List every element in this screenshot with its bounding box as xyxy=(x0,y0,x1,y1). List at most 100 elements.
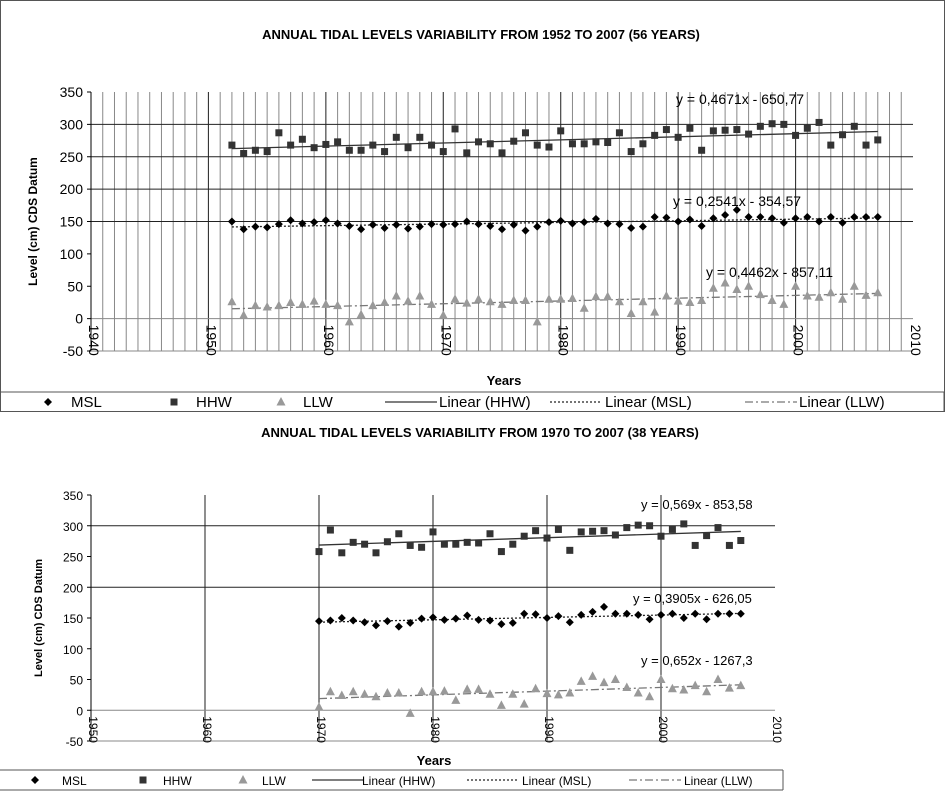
llw-point xyxy=(779,299,789,308)
y-tick-label: 50 xyxy=(67,278,83,294)
llw-point xyxy=(588,671,598,680)
y-tick-label: 0 xyxy=(76,704,83,718)
llw-point xyxy=(371,691,381,701)
x-axis-label: Years xyxy=(487,373,522,388)
legend-label: MSL xyxy=(71,394,102,411)
hhw-point xyxy=(733,126,741,134)
msl-point xyxy=(697,222,706,231)
y-tick-label: 300 xyxy=(63,520,83,534)
msl-point xyxy=(463,611,472,620)
llw-point xyxy=(519,699,529,708)
hhw-point xyxy=(521,129,529,137)
hhw-point xyxy=(406,541,414,549)
hhw-point xyxy=(698,146,706,154)
llw-point xyxy=(873,287,883,297)
legend-marker-msl xyxy=(31,776,39,784)
hhw-point xyxy=(592,138,600,146)
llw-point xyxy=(485,689,495,698)
hhw-point xyxy=(768,120,776,128)
legend-label: Linear (HHW) xyxy=(439,394,531,411)
llw-point xyxy=(520,295,530,304)
msl-point xyxy=(239,225,248,234)
llw-point xyxy=(532,316,542,326)
legend-label: HHW xyxy=(163,774,192,788)
legend-label: Linear (LLW) xyxy=(799,394,885,411)
llw-point xyxy=(661,290,671,300)
x-tick-label: 1980 xyxy=(428,716,442,743)
llw-point xyxy=(462,684,472,693)
y-tick-label: 200 xyxy=(63,581,83,595)
msl-point xyxy=(768,214,777,223)
llw-point xyxy=(438,310,448,319)
x-tick-label: 1970 xyxy=(438,325,454,356)
hhw-point xyxy=(600,527,608,535)
llw-point xyxy=(462,298,472,307)
llw-point xyxy=(405,708,415,717)
hhw-point xyxy=(520,532,528,540)
legend-label: MSL xyxy=(62,774,87,788)
x-tick-label: 1990 xyxy=(542,716,556,743)
llw-point xyxy=(403,296,413,305)
msl-point xyxy=(702,615,711,624)
trend-equation-linearmsl: y = 0,3905x - 626,05 xyxy=(633,591,752,606)
msl-point xyxy=(427,220,436,229)
msl-point xyxy=(372,621,380,630)
msl-point xyxy=(486,616,494,625)
hhw-point xyxy=(674,133,682,141)
hhw-point xyxy=(604,139,612,147)
llw-point xyxy=(591,291,601,301)
llw-point xyxy=(356,309,366,319)
hhw-point xyxy=(263,148,271,156)
y-tick-label: 250 xyxy=(60,149,84,165)
msl-point xyxy=(588,607,597,616)
y-tick-label: 300 xyxy=(60,116,84,132)
msl-point xyxy=(357,225,366,234)
llw-point xyxy=(679,684,689,694)
msl-point xyxy=(486,222,495,231)
legend-label: LLW xyxy=(262,774,286,788)
llw-point xyxy=(861,290,871,299)
hhw-point xyxy=(850,122,858,130)
legend-marker-hhw xyxy=(170,398,178,406)
llw-point xyxy=(333,300,343,310)
hhw-point xyxy=(315,548,323,556)
msl-point xyxy=(394,622,403,631)
hhw-point xyxy=(369,141,377,149)
hhw-point xyxy=(686,124,694,132)
msl-point xyxy=(315,617,323,626)
hhw-point xyxy=(737,537,745,545)
hhw-point xyxy=(709,127,717,135)
msl-point xyxy=(744,212,753,221)
llw-point xyxy=(309,296,319,305)
trend-equation-linearhhw: y = 0,4671x - 650,77 xyxy=(676,91,804,107)
hhw-point xyxy=(451,125,459,133)
msl-point xyxy=(556,216,565,225)
hhw-point xyxy=(627,148,635,156)
llw-point xyxy=(274,300,284,310)
llw-point xyxy=(650,307,660,316)
hhw-point xyxy=(725,541,733,549)
llw-point xyxy=(497,299,507,308)
msl-point xyxy=(725,609,734,618)
hhw-point xyxy=(580,140,588,148)
hhw-point xyxy=(543,534,551,542)
llw-point xyxy=(451,695,461,704)
msl-point xyxy=(591,214,600,223)
msl-point xyxy=(415,222,424,231)
msl-point xyxy=(406,618,415,627)
llw-point xyxy=(826,287,836,297)
chart-frame-1970-2007: ANNUAL TIDAL LEVELS VARIABILITY FROM 197… xyxy=(0,414,945,794)
llw-point xyxy=(360,689,370,698)
x-axis-label: Years xyxy=(417,753,452,768)
hhw-point xyxy=(714,524,722,532)
llw-point xyxy=(599,677,609,687)
llw-point xyxy=(565,688,575,697)
hhw-point xyxy=(557,127,565,135)
hhw-point xyxy=(756,122,764,130)
legend-label: LLW xyxy=(303,394,334,411)
msl-point xyxy=(622,609,631,618)
hhw-point xyxy=(611,531,619,539)
llw-point xyxy=(544,294,554,303)
llw-point xyxy=(417,686,427,696)
hhw-point xyxy=(509,540,517,548)
